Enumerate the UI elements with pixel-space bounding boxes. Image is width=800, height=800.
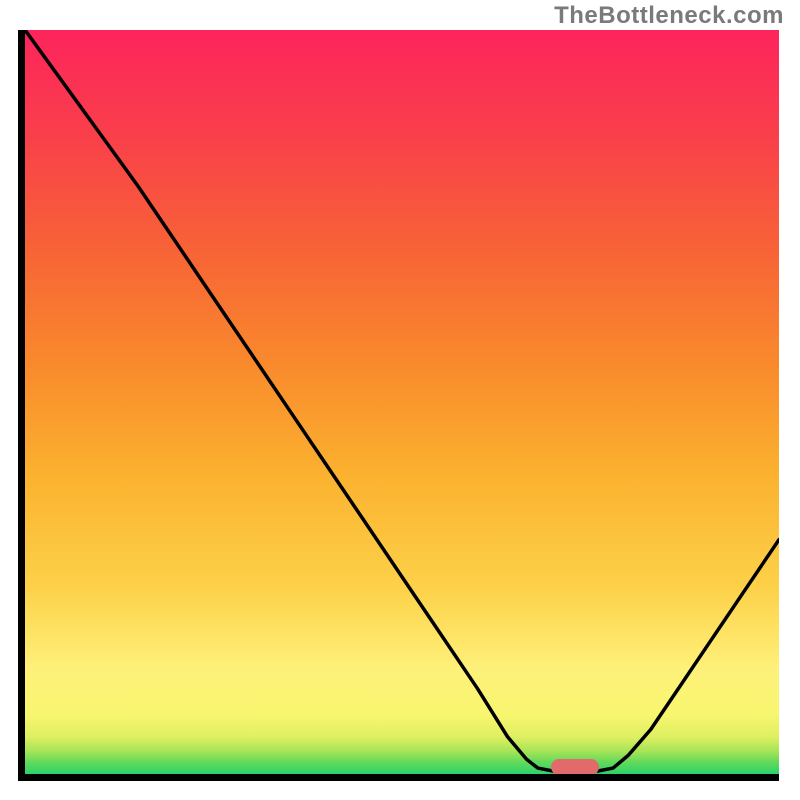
watermark-text: TheBottleneck.com (554, 2, 784, 30)
axes-frame (18, 30, 779, 781)
